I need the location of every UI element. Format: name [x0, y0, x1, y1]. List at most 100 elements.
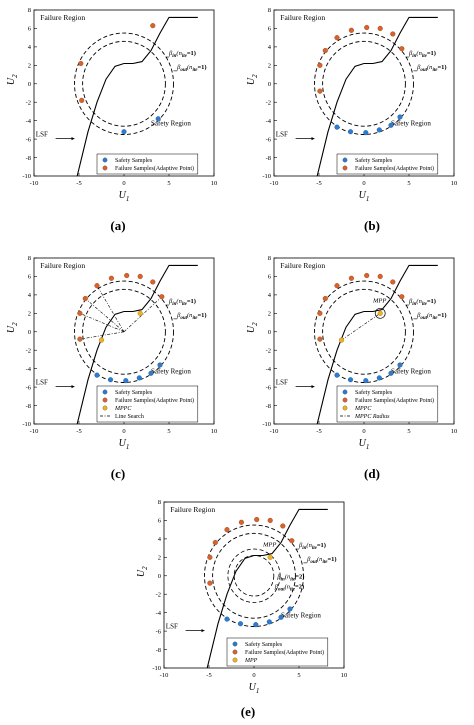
beta-in2-label-val: =2): [295, 574, 304, 581]
legend-label: Failure Samples(Adaptive Point): [355, 165, 434, 172]
legend-label: Safety Samples: [355, 389, 393, 396]
safety-region-label: Safety Region: [391, 119, 431, 127]
x-tick-label: -10: [30, 180, 39, 187]
beta-out-label: βout(nite=1): [416, 64, 446, 73]
failure-sample-point: [390, 31, 396, 37]
failure-sample-point: [334, 35, 340, 41]
beta-out-label-sub: out: [310, 560, 317, 565]
y-tick-label: 4: [268, 292, 272, 299]
failure-sample-point: [108, 275, 114, 281]
legend-marker: [342, 389, 348, 395]
y-tick-label: -2: [156, 591, 161, 598]
y-tick-label: 0: [28, 81, 31, 88]
x-tick-label: 10: [451, 180, 458, 187]
safety-sample-point: [347, 129, 354, 135]
safety-sample-point: [278, 614, 284, 620]
y-tick-label: 6: [268, 26, 272, 33]
y-tick-label: -10: [22, 421, 31, 428]
failure-sample-point: [137, 273, 143, 279]
y-axis-label: U2: [246, 322, 259, 333]
y-axis-label: U2: [6, 74, 19, 85]
y-tick-label: 8: [268, 255, 271, 262]
legend-marker: [102, 157, 108, 163]
y-tick-label: 2: [28, 311, 31, 318]
plot-b: -10 -5 0 5 10 8 6 4 2 0 -2 -4 -6 -8 -10 U1 U2 Failure Reg…: [246, 7, 458, 203]
failure-sample-point: [334, 283, 340, 289]
lsf-arrowhead: [201, 629, 205, 633]
failure-sample-point: [82, 296, 88, 302]
failure-sample-point: [348, 275, 354, 281]
y-tick-label: -4: [266, 366, 272, 373]
y-tick-label: 4: [28, 292, 32, 299]
y-tick-label: 8: [268, 7, 271, 14]
plot-a: -10 -5 0 5 10 8 6 4 2 0 -2 -4 -6 -8 -10 U1 U2 Failure Reg…: [6, 7, 218, 203]
legend-label: Failure Samples(Adaptive Point): [355, 397, 434, 404]
beta-in2-label-paren-sub: ite: [290, 578, 296, 583]
caption-a: (a): [110, 218, 126, 233]
safety-region-label: Safety Region: [391, 367, 431, 375]
failure-region-label: Failure Region: [280, 13, 325, 22]
y-tick-label: -4: [26, 118, 32, 125]
safety-sample-point: [94, 372, 100, 378]
beta-out-label-paren: (n: [187, 64, 192, 71]
y-tick-label: -8: [26, 155, 31, 162]
x-tick-label: 5: [167, 428, 170, 435]
beta-out-label-paren-sub: ite: [432, 68, 438, 73]
y-tick-label: 6: [158, 518, 162, 525]
mppc-point: [338, 337, 345, 343]
beta-in-label-val: =1): [427, 298, 436, 305]
beta-out-label-paren: (n: [427, 64, 432, 71]
y-axis-label-sub: 2: [141, 566, 149, 570]
x-tick-label: 0: [362, 180, 365, 187]
y-tick-label: 4: [158, 536, 162, 543]
x-tick-label: -10: [270, 428, 279, 435]
beta-in-label: βin(nite=1): [168, 298, 196, 307]
beta-in-label: βin(nite=1): [298, 542, 326, 551]
beta-in-circle: [322, 40, 406, 127]
y-tick-label: 6: [28, 274, 32, 281]
beta-in2-label-sub: in: [281, 578, 285, 583]
beta-in-label-sub: in: [172, 54, 176, 59]
y-axis-label-sub: 2: [251, 322, 259, 326]
mppc-point: [98, 337, 105, 343]
x-tick-label: -10: [270, 180, 279, 187]
x-axis-label: U1: [119, 438, 130, 451]
legend-label: Line Search: [115, 414, 144, 420]
x-tick-label: 0: [122, 180, 125, 187]
beta-in-label: βin(nite=1): [408, 298, 436, 307]
line-search: [96, 285, 125, 332]
x-tick-label: 0: [362, 428, 365, 435]
lsf-arrowhead: [71, 385, 75, 389]
x-tick-label: 0: [252, 672, 255, 679]
safety-sample-point: [121, 129, 127, 135]
y-tick-label: -4: [156, 610, 162, 617]
mpp-label: MPP: [372, 297, 386, 304]
x-tick-label: 10: [211, 180, 218, 187]
panel-e: -10 -5 0 5 10 8 6 4 2 0 -2 -4 -6 -8 -10 U1 U2 Failure Reg…: [130, 492, 360, 702]
mppc-radius: [341, 313, 381, 341]
failure-region-label: Failure Region: [40, 261, 85, 270]
lsf-curve: [206, 508, 328, 669]
beta-out-label-sub: out: [420, 68, 427, 73]
y-tick-label: -10: [262, 173, 271, 180]
safety-sample-point: [148, 370, 154, 376]
legend-marker: [102, 397, 108, 403]
legend-label: MPP: [244, 658, 258, 664]
safety-region-label: Safety Region: [151, 367, 191, 375]
x-tick-label: 0: [122, 428, 125, 435]
x-axis-label-sub: 1: [126, 195, 130, 203]
lsf-curve: [76, 264, 198, 425]
y-tick-label: 0: [268, 329, 271, 336]
beta-out2-label-sub: out: [278, 588, 285, 593]
y-tick-label: -4: [26, 366, 32, 373]
beta-out-label-val: =1): [437, 312, 446, 319]
failure-sample-point: [267, 517, 273, 523]
failure-sample-point: [348, 27, 354, 33]
y-tick-label: 8: [28, 255, 31, 262]
x-tick-label: 5: [167, 180, 170, 187]
beta-out-label-sub: out: [180, 68, 187, 73]
safety-sample-point: [266, 619, 272, 625]
beta-in2-label-paren: (n: [285, 574, 290, 581]
safety-sample-point: [397, 114, 403, 120]
legend-box: [96, 153, 199, 175]
